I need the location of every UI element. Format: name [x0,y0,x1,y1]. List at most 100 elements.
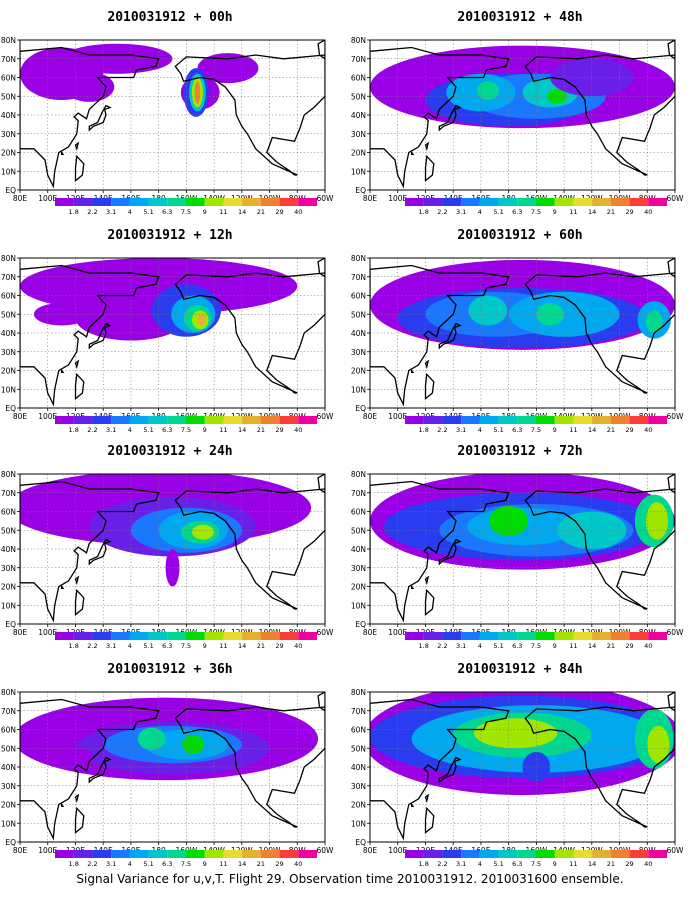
coastline [524,54,675,176]
colorbar-label: 5.1 [493,642,503,650]
colorbar-swatch [92,198,112,206]
lat-tick-label: 20N [1,149,16,158]
map-panel: 2010031912 + 84h 80N 70N 60N 50N 40N 30N 20N 10N… [351,662,700,882]
coastline [370,264,510,407]
panel-title: 2010031912 + 24h [107,444,233,459]
colorbar-label: 4 [478,208,482,216]
lat-tick-label: 80N [1,254,16,263]
colorbar-label: 14 [588,642,596,650]
colorbar-label: 3.1 [456,860,466,868]
colorbar-swatch [298,416,317,424]
lat-tick-label: 20N [351,149,366,158]
coastline [438,322,462,350]
colorbar-swatch [517,416,536,424]
colorbar-label: 40 [294,426,302,434]
lat-tick-label: EQ [355,838,366,847]
colorbar-label: 21 [257,208,265,216]
coastline [60,584,65,590]
lat-tick-label: 30N [1,130,16,139]
map-panel: 2010031912 + 12h 80N 70N 60N 50N 40N 30N 20N 10N… [1,228,360,448]
colorbar-label: 11 [569,642,577,650]
variance-map: 80N70N60N50N40N30N20N10NEQ80E100E120E140… [351,688,685,868]
colorbar-swatch [223,416,243,424]
coastline [317,692,325,712]
lat-tick-label: 60N [1,292,16,301]
coastline [370,480,510,623]
colorbar-swatch [73,632,93,640]
colorbar-swatch [167,198,186,206]
colorbar-swatch [260,198,280,206]
colorbar-swatch [260,416,280,424]
variance-contour [547,88,567,104]
colorbar-label: 14 [588,208,596,216]
variance-contour [191,524,215,540]
colorbar-swatch [648,198,667,206]
panel-title: 2010031912 + 36h [107,662,233,677]
colorbar-label: 14 [238,208,246,216]
lon-tick-label: 100E [38,194,57,203]
coastline [88,538,112,566]
lon-tick-label: 100E [38,846,57,855]
colorbar-swatch [461,632,480,640]
colorbar-label: 6.3 [162,860,172,868]
lat-tick-label: 70N [351,273,366,282]
colorbar-swatch [279,850,299,858]
colorbar-swatch [111,198,130,206]
coastline [410,802,415,808]
lat-tick-label: 70N [351,707,366,716]
lon-tick-label: 60W [317,846,335,855]
coastline [667,258,675,278]
colorbar-label: 3.1 [456,426,466,434]
coastline [410,584,415,590]
coastline [370,46,510,189]
colorbar-label: 4 [128,426,132,434]
colorbar-label: 14 [238,642,246,650]
colorbar-label: 21 [607,426,615,434]
lat-tick-label: 70N [1,707,16,716]
lat-tick-label: EQ [355,620,366,629]
coastline [60,150,65,156]
lat-tick-label: 30N [351,782,366,791]
colorbar-label: 4 [478,642,482,650]
lat-tick-label: 40N [351,111,366,120]
lat-tick-label: EQ [5,404,16,413]
coastline [174,272,325,394]
lat-tick-label: 50N [1,92,16,101]
colorbar-label: 14 [238,426,246,434]
colorbar-swatch [592,632,611,640]
colorbar-label: 29 [275,860,283,868]
lat-tick-label: 70N [1,55,16,64]
lat-tick-label: EQ [5,838,16,847]
colorbar-label: 6.3 [162,642,172,650]
variance-contour [197,314,206,326]
coastline [667,40,675,60]
lat-tick-label: 70N [351,55,366,64]
colorbar-swatch [498,198,518,206]
colorbar-swatch [536,416,555,424]
colorbar-swatch [129,198,149,206]
lon-tick-label: 60W [667,846,685,855]
colorbar-label: 29 [275,642,283,650]
coastline [424,359,430,370]
colorbar-label: 1.8 [419,208,429,216]
variance-contour [468,295,508,326]
colorbar-label: 6.3 [512,860,522,868]
colorbar-swatch [592,416,611,424]
lat-tick-label: 80N [1,688,16,697]
coastline [424,372,435,400]
lat-tick-label: 20N [1,367,16,376]
colorbar-label: 4 [128,860,132,868]
colorbar-swatch [423,850,443,858]
lat-tick-label: 30N [1,348,16,357]
lat-tick-label: 80N [1,470,16,479]
coastline [88,322,112,350]
colorbar-label: 40 [644,860,652,868]
colorbar-swatch [242,198,261,206]
coastline [174,706,325,828]
variance-map: 80N70N60N50N40N30N20N10NEQ80E100E120E140… [351,36,684,216]
colorbar-swatch [536,198,555,206]
colorbar-label: 2.2 [87,642,97,650]
lat-tick-label: 10N [1,385,16,394]
coastline [74,141,80,152]
colorbar-label: 1.8 [69,208,79,216]
